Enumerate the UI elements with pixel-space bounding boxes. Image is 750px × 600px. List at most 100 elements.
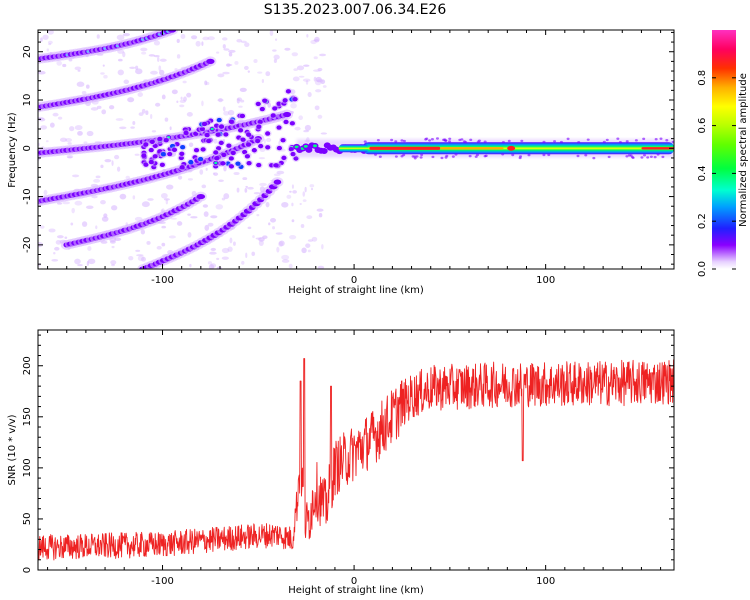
spectral-speckle	[313, 76, 317, 82]
carrier-speckle	[643, 154, 647, 157]
cluster-mark	[246, 160, 252, 166]
spectral-speckle	[201, 41, 204, 46]
spectral-speckle	[239, 87, 247, 92]
spectral-speckle	[291, 219, 295, 223]
cluster-mark	[228, 156, 234, 161]
spectral-speckle	[135, 68, 143, 75]
carrier-speckle	[507, 139, 511, 143]
spectral-speckle	[217, 73, 225, 78]
spectral-speckle	[202, 204, 209, 208]
spectrogram-ytick-label: 20	[22, 45, 33, 58]
spectral-speckle	[47, 40, 53, 45]
carrier-speckle	[553, 140, 557, 143]
spectral-speckle	[210, 215, 218, 219]
spectral-speckle	[321, 244, 324, 250]
spectral-speckle	[42, 34, 49, 40]
spectral-speckle	[272, 49, 277, 52]
cluster-mark	[197, 156, 204, 162]
carrier-speckle	[618, 140, 622, 144]
cluster-mark	[214, 155, 220, 161]
cluster-mark	[280, 137, 286, 143]
cluster-mark	[288, 147, 294, 152]
spectral-speckle	[207, 36, 215, 41]
carrier-speckle	[592, 156, 596, 160]
carrier-speckle	[519, 155, 523, 158]
spectral-speckle	[314, 105, 320, 111]
spectral-speckle	[320, 132, 328, 135]
spectral-speckle	[247, 70, 250, 73]
colorbar: 0.0 0.2 0.4 0.6 0.8 Normalized spectral ampl…	[697, 30, 749, 277]
cluster-hot	[210, 127, 214, 131]
spectral-speckle	[189, 263, 192, 268]
carrier-speckle	[445, 154, 449, 158]
spectral-speckle	[145, 110, 149, 116]
carrier-speckle	[411, 155, 415, 158]
spectral-speckle	[87, 258, 96, 265]
carrier-speckle	[661, 155, 665, 159]
spectral-speckle	[258, 240, 264, 246]
spectral-speckle	[315, 76, 322, 83]
spectral-speckle	[292, 190, 298, 194]
carrier-speckle	[559, 140, 563, 144]
spectral-speckle	[161, 94, 166, 100]
carrier-speckle	[464, 141, 468, 144]
sideband-0	[38, 30, 179, 64]
cluster-mark	[255, 101, 261, 107]
cluster-mark	[206, 138, 212, 144]
carrier-speckle	[477, 139, 481, 142]
carrier-speckle	[625, 155, 629, 158]
spectral-speckle	[305, 80, 309, 85]
cluster-mark	[293, 156, 299, 161]
spectral-speckle	[307, 239, 314, 242]
spectral-speckle	[276, 246, 280, 253]
spectral-speckle	[276, 170, 285, 175]
carrier-speckle	[468, 154, 472, 158]
spectral-speckle	[165, 184, 174, 190]
carrier-body-lead	[338, 144, 369, 153]
spectral-speckle	[138, 112, 144, 117]
spectral-speckle	[215, 204, 224, 210]
spectral-speckle	[311, 187, 314, 191]
spectral-speckle	[116, 34, 125, 41]
spectral-speckle	[111, 263, 115, 267]
spectral-speckle	[221, 256, 229, 260]
cluster-mark	[213, 150, 219, 155]
spectral-speckle	[156, 245, 162, 250]
spectral-speckle	[286, 194, 292, 199]
carrier-speckle	[634, 139, 638, 142]
spectral-speckle	[202, 36, 210, 41]
spectral-speckle	[292, 76, 300, 82]
carrier-speckle	[474, 155, 478, 158]
spectral-speckle	[81, 221, 88, 227]
spectral-speckle	[263, 138, 266, 145]
spectral-speckle	[67, 142, 72, 145]
spectral-speckle	[170, 217, 177, 220]
carrier-speckle	[378, 155, 382, 158]
snr-ytick-label: 0	[22, 567, 33, 573]
carrier-onset-hot	[303, 145, 308, 148]
spectral-speckle	[300, 223, 305, 228]
spectral-speckle	[259, 182, 267, 187]
spectral-speckle	[77, 130, 83, 136]
spectral-speckle	[51, 259, 59, 262]
carrier-speckle	[376, 138, 380, 142]
spectral-speckle	[117, 69, 124, 76]
spectral-speckle	[294, 126, 301, 131]
carrier-speckle	[431, 155, 435, 159]
cluster-mark	[228, 119, 234, 124]
cluster-mark	[235, 161, 241, 166]
sideband-mark	[196, 193, 206, 200]
spectral-speckle	[289, 234, 297, 240]
cluster-mark	[245, 142, 252, 147]
spectral-speckle	[164, 117, 169, 122]
spectral-speckle	[81, 91, 87, 95]
spectral-speckle	[247, 186, 254, 190]
spectral-speckle	[226, 63, 231, 68]
spectral-speckle	[221, 247, 230, 254]
cluster-mark	[193, 148, 200, 153]
snr-frame	[37, 329, 675, 571]
spectral-speckle	[74, 258, 81, 265]
spectral-speckle	[306, 33, 309, 38]
spectral-speckle	[302, 78, 311, 82]
